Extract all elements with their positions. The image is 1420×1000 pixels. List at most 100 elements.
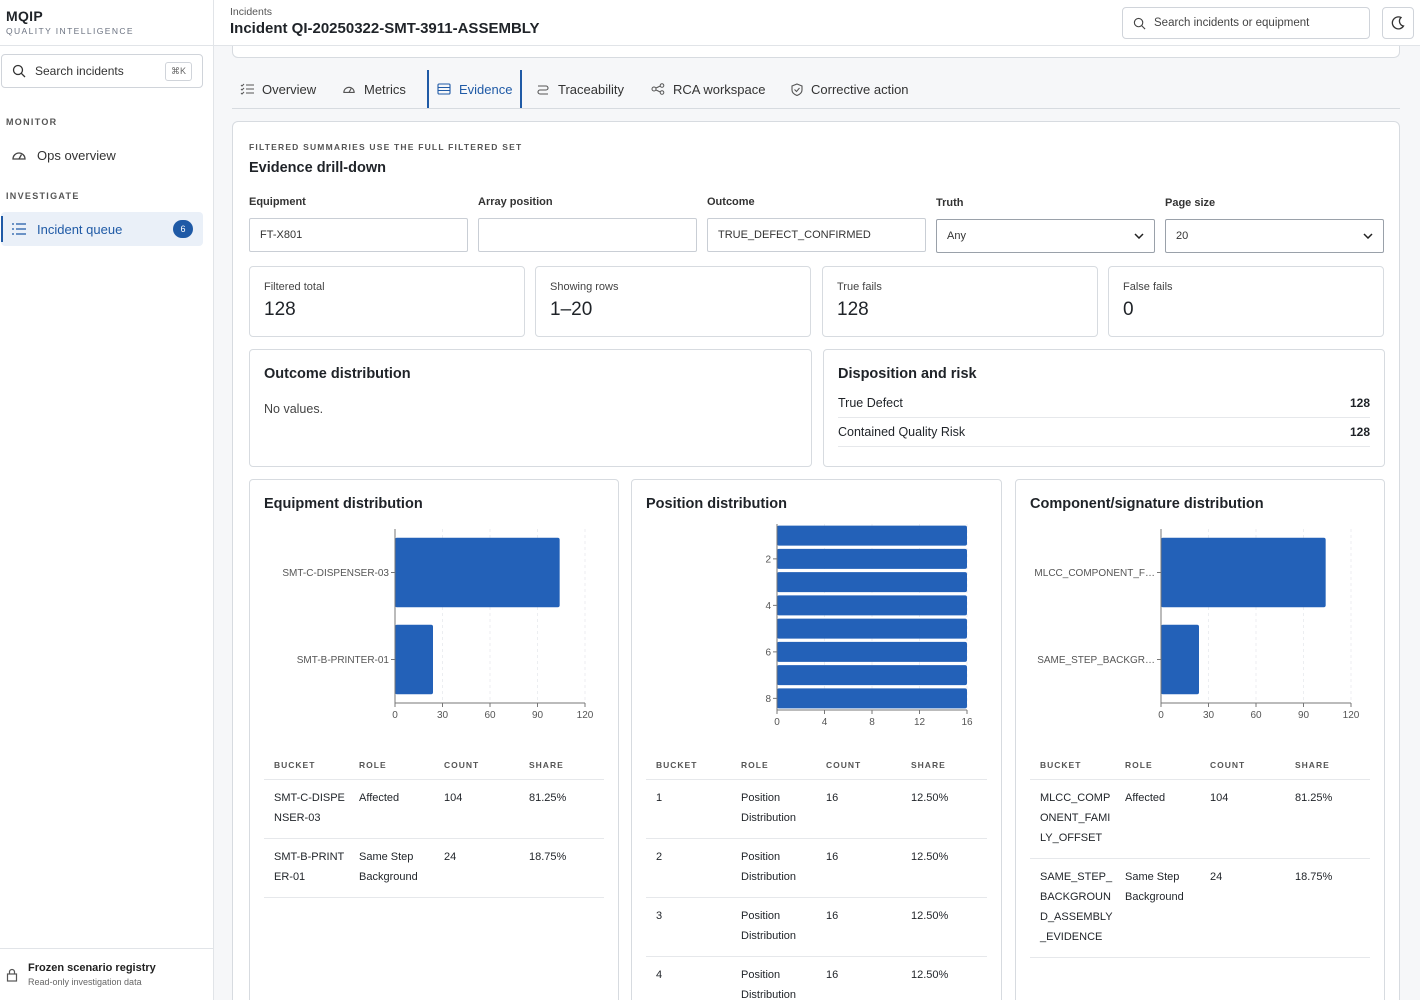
panel-title: Disposition and risk [838,366,977,382]
footer-subtitle: Read-only investigation data [28,977,142,987]
cell-count: 16 [826,969,839,981]
cell-count: 16 [826,851,839,863]
route-icon [537,85,549,95]
x-tick-label: 60 [1250,710,1262,721]
cell-role: Position Distribution [741,792,797,824]
shortcut-hint: ⌘K [164,61,192,81]
column-header: SHARE [529,759,564,770]
sidebar-section-monitor: MONITOR [6,117,58,127]
cell-role: Same Step Background [359,851,418,883]
tab-traceability[interactable]: Traceability [528,70,632,108]
array-position-filter-label: Array position [478,196,553,208]
tab-corrective-action[interactable]: Corrective action [783,70,917,108]
bar[interactable] [777,595,967,616]
brand-subtitle: QUALITY INTELLIGENCE [6,26,134,36]
stat-value: 128 [264,299,296,320]
bar[interactable] [777,641,967,662]
equipment-filter-input[interactable]: FT-X801 [249,218,468,252]
truth-select-value: Any [947,230,966,242]
sidebar-search[interactable]: Search incidents ⌘K [1,54,203,88]
page-size-select[interactable]: 20 [1165,219,1384,253]
column-header: ROLE [359,759,387,770]
disposition-row: True Defect 128 [838,389,1370,418]
theme-toggle-button[interactable] [1382,7,1414,39]
cell-share: 18.75% [529,851,567,863]
bar[interactable] [777,688,967,709]
page-size-select-value: 20 [1176,230,1189,242]
tab-metrics[interactable]: Metrics [334,70,414,108]
truth-select[interactable]: Any [936,219,1155,253]
sidebar-item-ops-overview[interactable]: Ops overview [1,138,203,172]
outcome-filter-input[interactable]: TRUE_DEFECT_CONFIRMED [707,218,926,252]
table-header: BUCKET ROLE COUNT SHARE [646,750,987,780]
position-table: BUCKET ROLE COUNT SHARE 1 Position Distr… [646,750,987,1000]
cell-bucket: MLCC_COMPONENT_FAMILY_OFFSET [1040,792,1111,844]
table-row[interactable]: SAME_STEP_BACKGROUND_ASSEMBLY_EVIDENCE S… [1030,859,1370,958]
bar[interactable] [1161,537,1326,608]
table-row[interactable]: 4 Position Distribution 16 12.50% [646,957,987,1000]
stat-value: 1–20 [550,299,593,320]
x-tick-label: 16 [961,717,973,728]
x-tick-label: 120 [577,710,594,721]
equipment-filter-label: Equipment [249,196,306,208]
tab-evidence[interactable]: Evidence [427,70,523,108]
sidebar: MQIP QUALITY INTELLIGENCE Search inciden… [0,0,214,1000]
x-tick-label: 90 [532,710,544,721]
array-position-filter-input[interactable] [478,218,697,252]
disposition-value: 128 [1349,425,1370,439]
column-header: BUCKET [1040,759,1082,770]
table-row[interactable]: 2 Position Distribution 16 12.50% [646,839,987,898]
bar[interactable] [1161,624,1199,695]
bar[interactable] [777,548,967,569]
moon-icon [1391,16,1405,30]
cell-bucket: 3 [656,910,663,922]
disposition-risk-panel: Disposition and risk True Defect 128 Con… [823,349,1385,467]
sidebar-item-incident-queue[interactable]: Incident queue 6 [1,212,203,246]
list-icon [12,223,26,235]
share-nodes-icon [651,83,665,95]
chevron-down-icon [1134,233,1144,239]
table-row[interactable]: 1 Position Distribution 16 12.50% [646,780,987,839]
cell-role: Affected [359,792,400,804]
panel-title: Equipment distribution [264,496,423,512]
bar[interactable] [777,665,967,686]
position-distribution-panel: Position distribution 0 4 8 12 16 2 4 6 8 BUCKET… [631,479,1002,1000]
cell-bucket: SMT-B-PRINTER-01 [274,851,345,883]
x-tick-label: 4 [822,717,828,728]
tab-label: Traceability [558,81,624,97]
cell-count: 24 [1210,871,1223,883]
stat-label: True fails [837,281,882,293]
bar[interactable] [395,537,560,608]
bar[interactable] [777,572,967,593]
gauge-icon [12,152,26,160]
component-table: BUCKET ROLE COUNT SHARE MLCC_COMPONENT_F… [1030,750,1370,958]
y-tick-label: 4 [765,601,771,612]
cell-role: Position Distribution [741,969,797,1000]
evidence-eyebrow: FILTERED SUMMARIES USE THE FULL FILTERED… [249,142,523,152]
bar[interactable] [777,618,967,639]
tab-rca-workspace[interactable]: RCA workspace [643,70,773,108]
table-row[interactable]: SMT-C-DISPENSER-03 Affected 104 81.25% [264,780,604,839]
bar[interactable] [777,525,967,546]
footer-title: Frozen scenario registry [28,962,156,974]
tab-bar: Overview Metrics Evidence Traceability R… [232,46,1400,109]
evidence-card: FILTERED SUMMARIES USE THE FULL FILTERED… [232,121,1400,1000]
breadcrumb[interactable]: Incidents [230,6,273,18]
lock-icon [6,968,18,982]
stat-showing-rows: Showing rows 1–20 [535,266,811,337]
tab-label: Metrics [364,81,406,97]
cell-share: 12.50% [911,792,949,804]
x-tick-label: 60 [484,710,496,721]
table-row[interactable]: 3 Position Distribution 16 12.50% [646,898,987,957]
column-header: BUCKET [656,759,698,770]
database-icon [437,83,451,95]
global-search-input[interactable]: Search incidents or equipment [1122,7,1370,39]
table-row[interactable]: SMT-B-PRINTER-01 Same Step Background 24… [264,839,604,898]
stat-label: Showing rows [550,281,619,293]
cell-role: Position Distribution [741,851,797,883]
x-tick-label: 0 [392,710,398,721]
tab-overview[interactable]: Overview [232,70,324,108]
bar[interactable] [395,624,433,695]
chevron-down-icon [1363,233,1373,239]
table-row[interactable]: MLCC_COMPONENT_FAMILY_OFFSET Affected 10… [1030,780,1370,859]
